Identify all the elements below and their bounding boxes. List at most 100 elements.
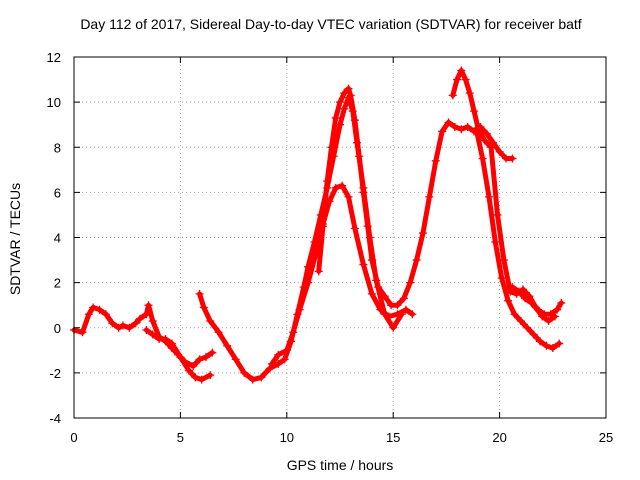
x-tick-label: 20: [492, 430, 506, 445]
data-point: [384, 312, 393, 321]
data-point: [118, 321, 127, 330]
data-point: [314, 267, 323, 276]
data-point: [289, 328, 298, 337]
data-point: [457, 66, 466, 75]
data-point: [148, 316, 157, 325]
data-point: [135, 314, 144, 323]
data-point: [527, 298, 536, 307]
data-point: [461, 75, 470, 84]
data-point: [199, 303, 208, 312]
x-tick-label: 25: [599, 430, 613, 445]
data-point: [304, 278, 313, 287]
data-point: [493, 210, 502, 219]
data-point: [195, 289, 204, 298]
data-point: [359, 260, 368, 269]
x-tick-label: 15: [386, 430, 400, 445]
series-trace: [143, 327, 213, 383]
data-point: [101, 310, 110, 319]
y-tick-label: 0: [54, 321, 61, 336]
data-point: [510, 310, 519, 319]
data-point: [374, 283, 383, 292]
data-point: [504, 296, 513, 305]
data-point: [191, 373, 200, 382]
data-point: [544, 316, 553, 325]
data-point: [184, 366, 193, 375]
series-trace: [473, 126, 562, 351]
chart-title: Day 112 of 2017, Sidereal Day-to-day VTE…: [80, 16, 581, 32]
data-point: [491, 238, 500, 247]
data-point: [487, 143, 496, 152]
y-tick-label: 4: [54, 231, 61, 246]
data-point: [84, 310, 93, 319]
series-track-a: [70, 301, 217, 371]
y-tick-label: 2: [54, 276, 61, 291]
data-point: [514, 287, 523, 296]
y-tick-label: 8: [54, 140, 61, 155]
data-point: [344, 192, 353, 201]
grid: [74, 57, 606, 418]
data-point: [240, 368, 249, 377]
data-point: [340, 104, 349, 113]
data-point: [206, 371, 215, 380]
data-point: [280, 355, 289, 364]
data-point: [318, 222, 327, 231]
data-point: [399, 294, 408, 303]
data-point: [376, 305, 385, 314]
data-point: [338, 181, 347, 190]
data-point: [201, 353, 210, 362]
data-point: [161, 335, 170, 344]
data-point: [484, 192, 493, 201]
data-point: [536, 337, 545, 346]
data-point: [523, 323, 532, 332]
data-point: [533, 305, 542, 314]
data-point: [508, 154, 517, 163]
data-point: [448, 91, 457, 100]
data-point: [401, 305, 410, 314]
data-point: [412, 256, 421, 265]
data-point: [142, 326, 151, 335]
data-point: [482, 129, 491, 138]
data-point: [555, 339, 564, 348]
data-point: [144, 301, 153, 310]
data-point: [331, 113, 340, 122]
data-point: [367, 256, 376, 265]
series-track-c: [195, 93, 406, 384]
data-point: [380, 292, 389, 301]
data-point: [453, 75, 462, 84]
data-point: [265, 364, 274, 373]
data-point: [408, 310, 417, 319]
data-point: [346, 91, 355, 100]
data-point: [327, 143, 336, 152]
data-point: [340, 89, 349, 98]
data-point: [465, 89, 474, 98]
data-point: [282, 346, 291, 355]
data-point: [208, 348, 217, 357]
data-point: [489, 138, 498, 147]
data-point: [472, 125, 481, 134]
data-point: [350, 116, 359, 125]
y-tick-label: -2: [49, 366, 61, 381]
data-point: [78, 328, 87, 337]
data-point: [406, 278, 415, 287]
x-tick-label: 5: [177, 430, 184, 445]
data-point: [267, 359, 276, 368]
data-point: [274, 350, 283, 359]
data-point: [355, 152, 364, 161]
data-point: [480, 136, 489, 145]
data-point: [470, 107, 479, 116]
data-point: [142, 310, 151, 319]
x-axis-label: GPS time / hours: [287, 457, 394, 473]
series-track-h: [508, 283, 566, 319]
data-point: [499, 256, 508, 265]
x-tick-label: 0: [70, 430, 77, 445]
data-point: [444, 118, 453, 127]
data-point: [478, 154, 487, 163]
data-point: [557, 298, 566, 307]
data-point: [114, 323, 123, 332]
data-point: [189, 362, 198, 371]
data-point: [389, 323, 398, 332]
data-point: [257, 373, 266, 382]
data-point: [323, 177, 332, 186]
series-track-b: [142, 326, 215, 384]
y-tick-label: 10: [47, 95, 61, 110]
